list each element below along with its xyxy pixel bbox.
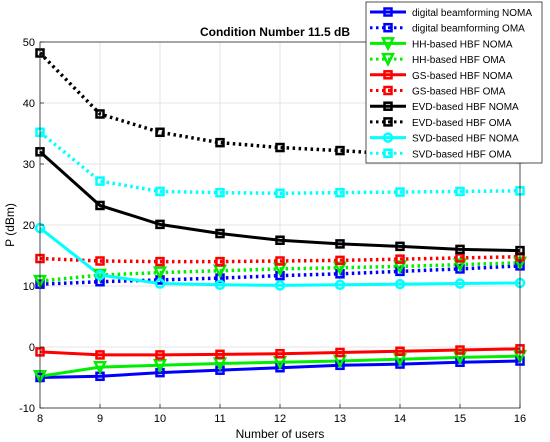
x-axis-label: Number of users bbox=[236, 427, 325, 441]
data-point bbox=[455, 186, 465, 197]
x-axis-ticks: 8 9 10 11 12 13 14 15 16 bbox=[37, 404, 526, 425]
legend-swatch-marker bbox=[383, 101, 393, 111]
data-point bbox=[274, 280, 286, 291]
data-point bbox=[152, 359, 168, 374]
data-point bbox=[454, 278, 466, 289]
y-axis-label: P (dBm) bbox=[3, 203, 17, 247]
x-tick-label: 9 bbox=[97, 413, 103, 425]
legend-entry-label: HH-based HBF NOMA bbox=[412, 39, 513, 50]
legend-swatch-marker bbox=[380, 37, 396, 52]
legend-entry-label: EVD-based HBF NOMA bbox=[412, 102, 519, 113]
x-tick-label: 11 bbox=[214, 413, 225, 425]
data-point bbox=[95, 176, 105, 186]
x-tick-label: 8 bbox=[37, 413, 43, 425]
legend-entry-label: GS-based HBF NOMA bbox=[412, 71, 513, 82]
data-point bbox=[335, 145, 345, 156]
legend-swatch-marker bbox=[383, 7, 393, 17]
data-point bbox=[275, 362, 285, 373]
x-tick-label: 13 bbox=[334, 413, 346, 425]
data-point bbox=[275, 256, 285, 266]
data-point bbox=[95, 256, 105, 266]
data-point bbox=[455, 345, 465, 355]
legend-swatch-marker bbox=[383, 70, 393, 80]
data-point bbox=[395, 346, 405, 357]
legend-swatch-marker bbox=[383, 85, 393, 96]
data-point bbox=[455, 357, 465, 367]
data-point bbox=[335, 187, 345, 198]
data-point bbox=[215, 349, 225, 360]
x-tick-label: 14 bbox=[394, 413, 406, 425]
y-tick-label: 30 bbox=[23, 159, 35, 171]
data-point bbox=[395, 266, 405, 277]
data-point bbox=[395, 359, 405, 369]
data-point bbox=[214, 279, 226, 291]
data-point bbox=[452, 258, 468, 273]
data-point bbox=[455, 253, 465, 263]
series-line-2 bbox=[39, 354, 521, 378]
legend-entry-label: HH-based HBF OMA bbox=[412, 55, 506, 66]
data-point bbox=[155, 219, 165, 230]
legend-swatch-marker bbox=[383, 148, 393, 159]
series-line-8 bbox=[39, 226, 521, 287]
series-line-4 bbox=[39, 347, 521, 357]
data-point bbox=[152, 266, 168, 281]
legend-entry-label: GS-based HBF OMA bbox=[412, 87, 506, 98]
legend-entry-label: SVD-based HBF OMA bbox=[412, 149, 512, 160]
data-point bbox=[155, 127, 165, 138]
data-point bbox=[92, 360, 108, 375]
data-point bbox=[335, 347, 345, 358]
legend-swatch-marker bbox=[382, 132, 394, 143]
y-axis-ticks: -10 0 10 20 30 40 50 bbox=[19, 37, 44, 415]
data-point bbox=[215, 137, 225, 148]
y-tick-label: 10 bbox=[23, 281, 35, 293]
legend-entry-label: SVD-based HBF NOMA bbox=[412, 134, 519, 145]
data-point bbox=[215, 228, 225, 239]
legend-entry-label: EVD-based HBF OMA bbox=[412, 118, 512, 129]
data-point bbox=[275, 235, 285, 245]
data-point bbox=[215, 256, 225, 267]
data-point bbox=[394, 278, 406, 290]
legend-entry-label: digital beamforming OMA bbox=[412, 24, 525, 35]
series-line-3 bbox=[39, 261, 521, 283]
legend-swatch-marker bbox=[383, 22, 393, 33]
y-tick-label: 50 bbox=[23, 37, 35, 49]
x-tick-label: 15 bbox=[454, 413, 466, 425]
y-tick-label: 40 bbox=[23, 98, 35, 110]
data-point bbox=[215, 187, 225, 198]
x-tick-label: 10 bbox=[154, 413, 166, 425]
data-point bbox=[95, 350, 105, 360]
data-point bbox=[154, 278, 166, 289]
series-line-9 bbox=[38, 130, 521, 196]
data-point bbox=[395, 187, 405, 197]
x-tick-label: 12 bbox=[274, 413, 286, 425]
y-tick-label: 20 bbox=[23, 220, 35, 232]
y-tick-label: 0 bbox=[29, 342, 35, 354]
chart-title: Condition Number 11.5 dB bbox=[200, 25, 350, 39]
data-point bbox=[395, 254, 405, 264]
data-point bbox=[95, 200, 105, 211]
data-point bbox=[95, 109, 105, 119]
data-point bbox=[395, 241, 405, 252]
data-point bbox=[94, 269, 106, 281]
series-lines bbox=[38, 51, 521, 379]
series-line-5 bbox=[39, 254, 521, 264]
data-point bbox=[155, 186, 165, 197]
data-point bbox=[335, 255, 345, 266]
data-point bbox=[275, 348, 285, 359]
series-line-6 bbox=[38, 150, 521, 253]
legend-swatch-marker bbox=[383, 117, 393, 127]
data-point bbox=[155, 256, 165, 267]
y-tick-label: -10 bbox=[19, 403, 35, 415]
data-point bbox=[334, 279, 346, 291]
data-point bbox=[335, 239, 345, 249]
data-point bbox=[455, 244, 465, 255]
x-tick-label: 16 bbox=[514, 413, 526, 425]
data-point bbox=[155, 350, 165, 360]
legend: digital beamforming NOMA digital beamform… bbox=[365, 1, 543, 164]
legend-swatch-marker bbox=[380, 52, 396, 67]
data-point bbox=[275, 142, 285, 153]
data-point bbox=[275, 188, 285, 199]
legend-entry-label: digital beamforming NOMA bbox=[412, 8, 532, 19]
